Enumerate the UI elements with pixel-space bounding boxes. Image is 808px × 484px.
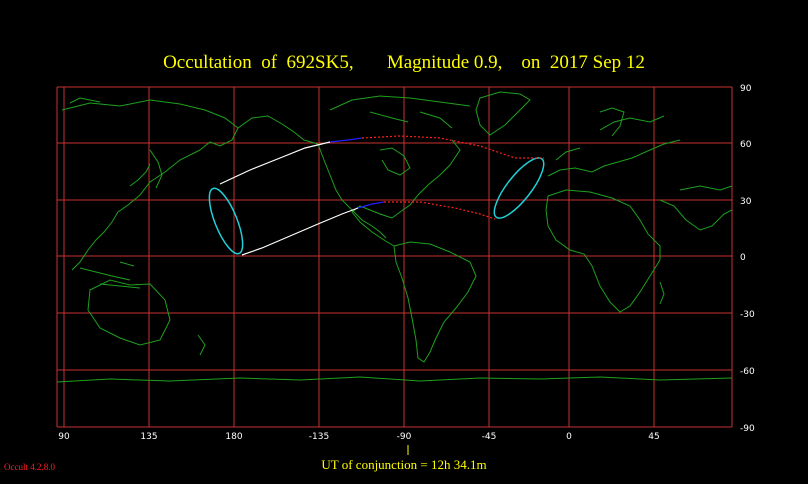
latitude-labels: 90 60 30 0 -30 -60 -90 bbox=[740, 84, 755, 434]
north-limit-daylight bbox=[361, 135, 544, 159]
lat-label: -30 bbox=[740, 310, 755, 320]
lon-label: -90 bbox=[397, 432, 412, 442]
conjunction-time: UT of conjunction = 12h 34.1m bbox=[321, 457, 487, 472]
occultation-path bbox=[219, 135, 544, 256]
south-limit-day bbox=[241, 207, 359, 256]
lon-label: 180 bbox=[225, 432, 242, 442]
lat-label: 30 bbox=[740, 197, 752, 207]
lat-label: 90 bbox=[740, 84, 752, 94]
south-limit-night bbox=[357, 201, 385, 209]
coastlines bbox=[56, 91, 733, 383]
map-title: Occultation of 692SK5, Magnitude 0.9, on… bbox=[163, 52, 645, 73]
lon-label: 90 bbox=[58, 432, 70, 442]
lat-label: 60 bbox=[740, 140, 752, 150]
lon-label: 135 bbox=[140, 432, 157, 442]
north-limit-night bbox=[329, 137, 363, 143]
lat-label: 0 bbox=[740, 253, 746, 263]
longitude-labels: 90 135 180 -135 -90 -45 0 45 bbox=[58, 432, 659, 442]
lon-label: 45 bbox=[648, 432, 659, 442]
north-limit-day bbox=[219, 141, 331, 185]
lat-label: -60 bbox=[740, 367, 755, 377]
graticule bbox=[56, 86, 733, 428]
lon-label: 0 bbox=[566, 432, 572, 442]
rise-set-curves bbox=[208, 157, 545, 255]
south-limit-daylight bbox=[384, 201, 496, 220]
lon-label: -45 bbox=[482, 432, 497, 442]
version-label: Occult 4.2.8.0 bbox=[4, 462, 55, 472]
eastern-limit-loop bbox=[493, 157, 545, 219]
map-frame bbox=[57, 87, 732, 427]
western-limit-loop bbox=[208, 187, 244, 255]
lon-label: -135 bbox=[309, 432, 329, 442]
lat-label: -90 bbox=[740, 424, 755, 434]
